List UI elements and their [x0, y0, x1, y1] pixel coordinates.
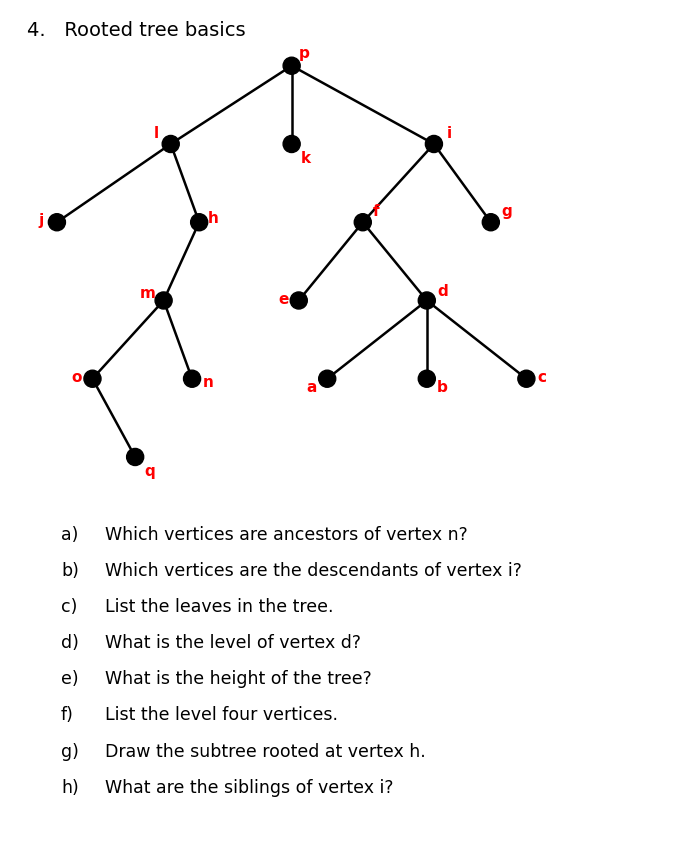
Circle shape [482, 214, 499, 230]
Circle shape [155, 292, 172, 309]
Text: Draw the subtree rooted at vertex h.: Draw the subtree rooted at vertex h. [105, 743, 426, 760]
Circle shape [354, 214, 371, 230]
Circle shape [162, 135, 179, 152]
Text: b): b) [61, 562, 79, 579]
Text: e: e [278, 292, 289, 307]
Circle shape [290, 292, 308, 309]
Text: n: n [202, 375, 213, 389]
Text: f): f) [61, 706, 74, 724]
Circle shape [425, 135, 443, 152]
Text: j: j [39, 214, 44, 228]
Circle shape [418, 292, 435, 309]
Circle shape [283, 57, 300, 74]
Text: h: h [208, 211, 219, 226]
Text: g: g [501, 204, 512, 219]
Text: p: p [298, 46, 309, 61]
Text: h): h) [61, 779, 79, 796]
Text: List the level four vertices.: List the level four vertices. [105, 706, 338, 724]
Text: What is the height of the tree?: What is the height of the tree? [105, 670, 372, 688]
Text: e): e) [61, 670, 79, 688]
Text: l: l [154, 126, 159, 140]
Text: What are the siblings of vertex i?: What are the siblings of vertex i? [105, 779, 394, 796]
Circle shape [84, 370, 101, 387]
Text: 4.   Rooted tree basics: 4. Rooted tree basics [27, 21, 246, 40]
Circle shape [418, 370, 435, 387]
Text: m: m [140, 286, 156, 301]
Text: d: d [437, 284, 448, 299]
Circle shape [283, 135, 300, 152]
Text: c): c) [61, 598, 77, 616]
Text: Which vertices are the descendants of vertex i?: Which vertices are the descendants of ve… [105, 562, 522, 579]
Text: k: k [301, 151, 311, 166]
Text: c: c [538, 370, 547, 385]
Text: i: i [447, 126, 452, 140]
Text: f: f [372, 204, 379, 219]
Circle shape [48, 214, 65, 230]
Text: g): g) [61, 743, 79, 760]
Text: List the leaves in the tree.: List the leaves in the tree. [105, 598, 334, 616]
Circle shape [518, 370, 535, 387]
Text: Which vertices are ancestors of vertex n?: Which vertices are ancestors of vertex n… [105, 526, 468, 543]
Text: o: o [72, 370, 82, 385]
Text: What is the level of vertex d?: What is the level of vertex d? [105, 634, 361, 652]
Circle shape [126, 448, 144, 466]
Text: d): d) [61, 634, 79, 652]
Text: b: b [437, 380, 448, 394]
Circle shape [191, 214, 208, 230]
Circle shape [318, 370, 335, 387]
Text: a): a) [61, 526, 79, 543]
Text: a: a [306, 380, 316, 394]
Text: q: q [144, 463, 155, 479]
Circle shape [183, 370, 200, 387]
